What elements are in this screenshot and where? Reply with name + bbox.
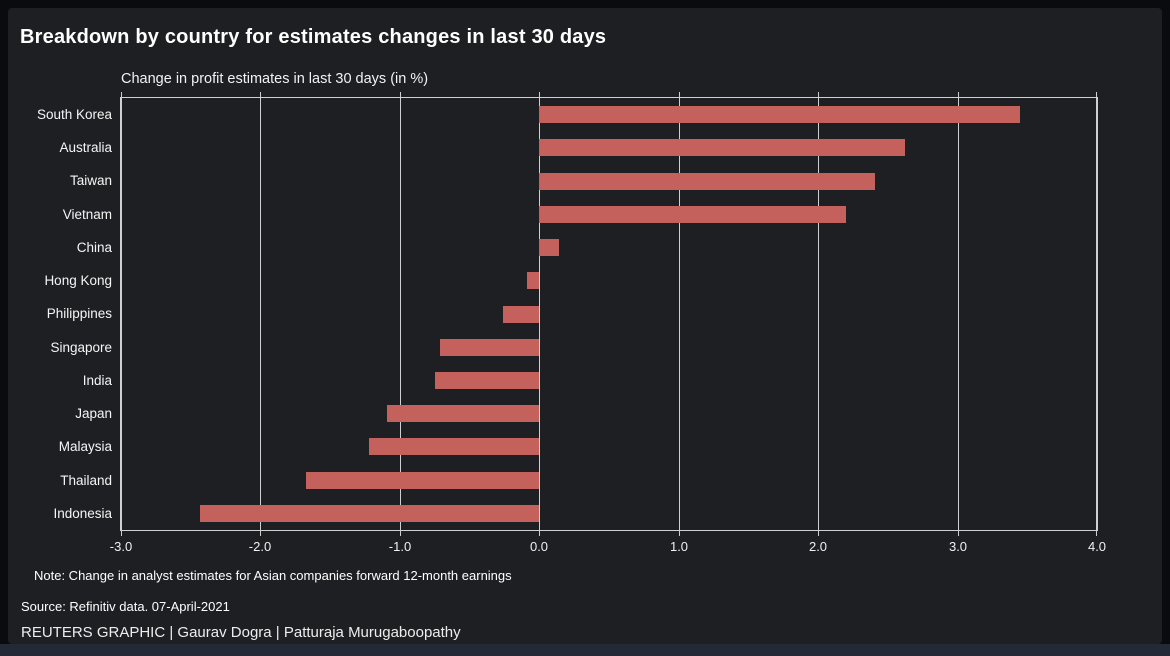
gridline	[958, 98, 959, 530]
y-axis-label-vietnam: Vietnam	[62, 206, 112, 222]
chart-source: Source: Refinitiv data. 07-April-2021	[21, 599, 230, 614]
bar-hong-kong	[526, 272, 540, 290]
gridline	[400, 98, 401, 530]
bar-singapore	[440, 338, 540, 356]
axis-tick-bottom	[958, 530, 959, 536]
y-axis-label-australia: Australia	[59, 140, 112, 156]
bar-taiwan	[539, 172, 876, 190]
bar-indonesia	[200, 504, 540, 522]
axis-tick-top	[121, 92, 122, 97]
plot-area	[120, 92, 1098, 536]
axis-tick-bottom	[121, 530, 122, 536]
gridline	[679, 98, 680, 530]
y-axis-label-philippines: Philippines	[46, 306, 112, 322]
bar-china	[539, 239, 559, 257]
axis-tick-top	[400, 92, 401, 97]
x-axis-tick-label: -3.0	[109, 539, 133, 554]
axis-tick-top	[958, 92, 959, 97]
gridline	[539, 98, 540, 530]
y-axis-label-japan: Japan	[75, 406, 112, 422]
x-axis-tick-label: 0.0	[529, 539, 549, 554]
y-axis-label-taiwan: Taiwan	[69, 173, 112, 189]
chart-credit: REUTERS GRAPHIC | Gaurav Dogra | Pattura…	[21, 624, 461, 641]
window-edge-strip	[0, 644, 1170, 656]
x-axis-tick-label: 4.0	[1087, 539, 1107, 554]
axis-tick-top	[1096, 92, 1097, 97]
axis-tick-top	[539, 92, 540, 97]
y-axis-label-malaysia: Malaysia	[58, 439, 112, 455]
axis-tick-top	[818, 92, 819, 97]
chart-title: Breakdown by country for estimates chang…	[20, 26, 607, 48]
gridline	[818, 98, 819, 530]
gridline	[1096, 98, 1097, 530]
y-axis-label-china: China	[76, 239, 112, 255]
y-axis-label-singapore: Singapore	[50, 339, 112, 355]
bar-malaysia	[369, 438, 540, 456]
x-axis-labels: -3.0 -2.0 -1.0 0.0 1.0 2.0 3.0 4.0	[110, 539, 1106, 559]
axis-tick-bottom	[818, 530, 819, 536]
y-axis-label-indonesia: Indonesia	[53, 505, 112, 521]
y-axis-label-india: India	[82, 372, 112, 388]
axis-tick-bottom	[400, 530, 401, 536]
bar-south-korea	[539, 106, 1021, 124]
chart-subtitle: Change in profit estimates in last 30 da…	[121, 71, 429, 87]
gridline	[121, 98, 122, 530]
x-axis-tick-label: 2.0	[808, 539, 828, 554]
bar-japan	[387, 405, 540, 423]
chart-note: Note: Change in analyst estimates for As…	[34, 568, 512, 583]
bar-australia	[539, 139, 905, 157]
bar-vietnam	[539, 205, 847, 223]
bar-india	[434, 371, 540, 389]
y-axis-label-thailand: Thailand	[60, 472, 112, 488]
gridline	[260, 98, 261, 530]
y-axis-label-south-korea: South Korea	[36, 107, 112, 122]
y-axis-labels: South Korea Australia Taiwan Vietnam China Ho…	[8, 98, 112, 530]
x-axis-tick-label: -2.0	[248, 539, 272, 554]
axis-tick-top	[679, 92, 680, 97]
y-axis-label-hong-kong: Hong Kong	[44, 273, 112, 289]
axis-tick-top	[260, 92, 261, 97]
axis-tick-bottom	[679, 530, 680, 536]
bar-philippines	[503, 305, 540, 323]
chart-card: Breakdown by country for estimates chang…	[8, 8, 1162, 644]
axis-tick-bottom	[260, 530, 261, 536]
axis-tick-bottom	[1096, 530, 1097, 536]
x-axis-tick-label: 3.0	[948, 539, 968, 554]
axis-tick-bottom	[539, 530, 540, 536]
x-axis-tick-label: 1.0	[669, 539, 689, 554]
x-axis-tick-label: -1.0	[388, 539, 412, 554]
bar-thailand	[306, 471, 540, 489]
